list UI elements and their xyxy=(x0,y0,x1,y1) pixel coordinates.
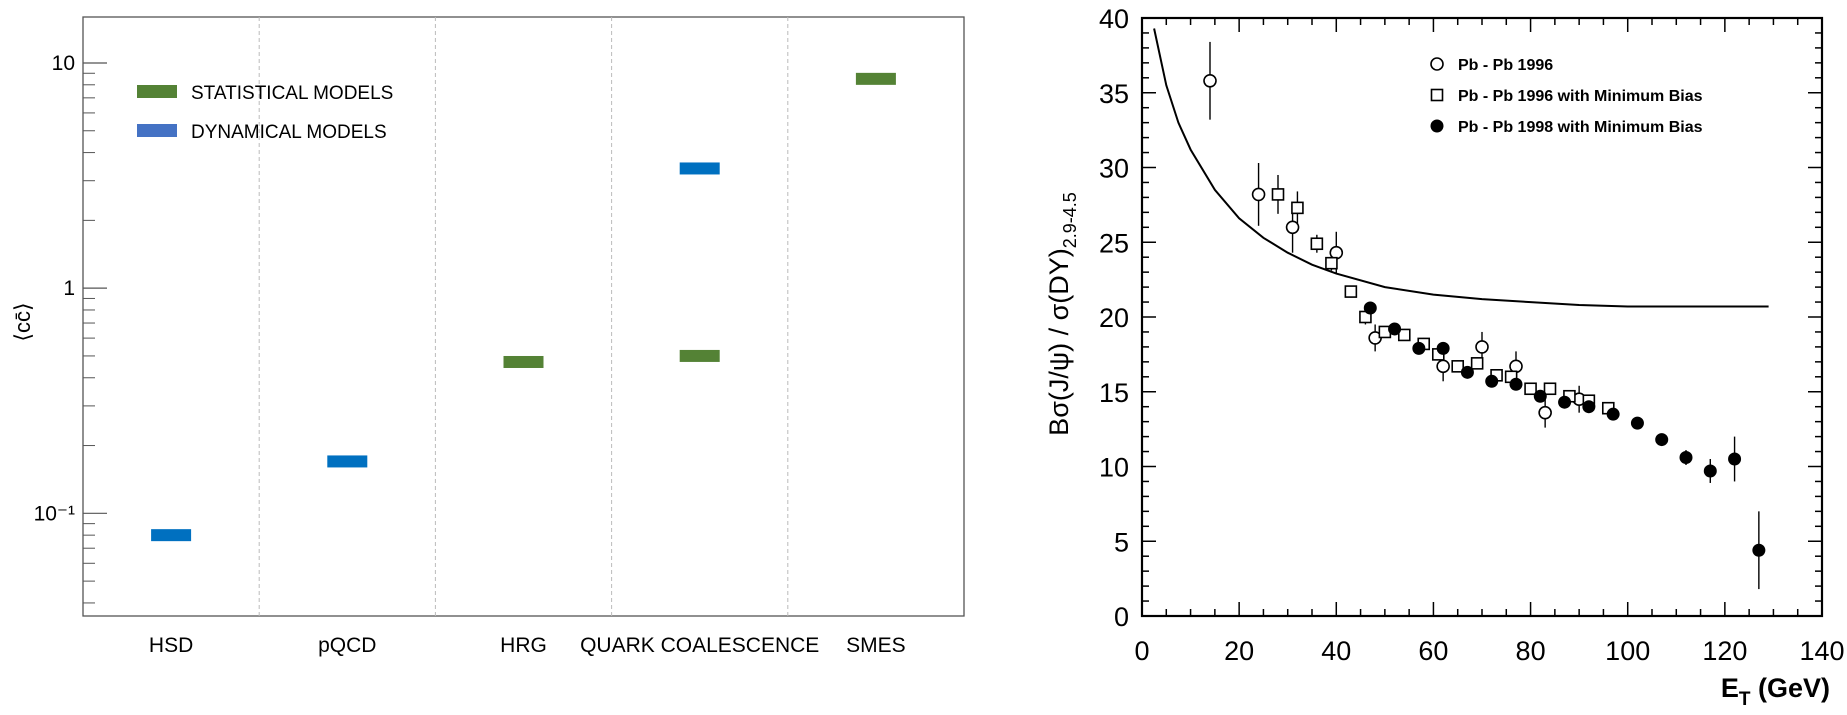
legend-swatch xyxy=(137,85,177,98)
marker-filled-circle xyxy=(1679,451,1693,465)
x-label-main: E xyxy=(1721,673,1739,703)
marker-filled-circle xyxy=(1728,452,1742,466)
marker-open-square xyxy=(1451,360,1465,373)
bar-statistical xyxy=(679,349,720,362)
x-tick-label: 20 xyxy=(1224,636,1254,666)
x-category-label: HRG xyxy=(500,634,547,657)
x-label-subscript: T xyxy=(1739,689,1751,710)
x-tick-label: 60 xyxy=(1418,636,1448,666)
y-tick-label: 25 xyxy=(1099,228,1129,258)
bar-dynamical xyxy=(327,455,368,468)
right-axis-ticks: 0 20 40 60 80 100 120 140 0 5 10 15 20 25 30 35 40 xyxy=(1099,4,1845,666)
marker-filled-circle xyxy=(1430,119,1444,133)
x-category-label: HSD xyxy=(149,634,193,657)
right-x-axis-label: ET (GeV) xyxy=(1721,673,1830,710)
x-label-unit: (GeV) xyxy=(1750,673,1830,703)
y-tick-label: 15 xyxy=(1099,378,1129,408)
left-y-axis: 10⁻¹ 1 10 xyxy=(34,52,107,604)
marker-filled-circle xyxy=(1655,433,1669,447)
legend-label: Pb - Pb 1996 xyxy=(1458,57,1553,74)
marker-open-square xyxy=(1291,201,1304,215)
left-plot-frame xyxy=(82,16,965,617)
marker-open-square xyxy=(1271,188,1285,201)
bar-dynamical xyxy=(679,162,720,175)
marker-open-square xyxy=(1524,382,1537,396)
bar-dynamical xyxy=(151,529,192,542)
y-tick-label: 10 xyxy=(1099,453,1129,483)
marker-open-square xyxy=(1397,328,1411,342)
y-tick-label: 40 xyxy=(1099,4,1129,34)
y-tick-label: 0 xyxy=(1114,602,1129,632)
data-points xyxy=(1203,41,1766,590)
y-tick-label: 35 xyxy=(1099,79,1129,109)
marker-filled-circle xyxy=(1460,365,1474,379)
marker-open-square xyxy=(1344,285,1358,298)
left-y-axis-label: ⟨cc̄⟩ xyxy=(10,302,35,341)
marker-open-circle xyxy=(1538,405,1552,420)
marker-open-circle xyxy=(1203,73,1217,88)
marker-open-circle xyxy=(1436,359,1450,374)
x-tick-label: 0 xyxy=(1134,636,1149,666)
x-tick-label: 140 xyxy=(1799,636,1844,666)
marker-filled-circle xyxy=(1558,395,1572,409)
right-y-axis-label: Bσ(J/ψ) / σ(DY)2.9-4.5 xyxy=(1044,192,1080,436)
left-x-axis-labels: HSD pQCD HRG QUARK COALESCENCE SMES xyxy=(149,634,906,657)
x-tick-label: 80 xyxy=(1516,636,1546,666)
marker-filled-circle xyxy=(1533,389,1547,403)
marker-open-circle xyxy=(1475,340,1489,354)
marker-filled-circle xyxy=(1582,400,1596,414)
y-label-subscript: 2.9-4.5 xyxy=(1060,192,1080,248)
left-legend: STATISTICAL MODELS DYNAMICAL MODELS xyxy=(137,83,393,143)
y-tick-label: 30 xyxy=(1099,154,1129,184)
y-tick-label: 10⁻¹ xyxy=(34,502,75,525)
x-tick-label: 100 xyxy=(1605,636,1650,666)
marker-open-square xyxy=(1310,237,1324,251)
marker-filled-circle xyxy=(1363,301,1377,315)
marker-filled-circle xyxy=(1752,543,1766,557)
bar-statistical xyxy=(855,72,896,85)
marker-filled-circle xyxy=(1388,322,1402,336)
marker-open-square xyxy=(1543,382,1557,396)
x-tick-label: 120 xyxy=(1702,636,1747,666)
x-category-label: QUARK COALESCENCE xyxy=(580,634,819,657)
legend-label: STATISTICAL MODELS xyxy=(191,83,393,104)
marker-filled-circle xyxy=(1412,341,1426,355)
y-tick-label: 20 xyxy=(1099,303,1129,333)
y-tick-label: 1 xyxy=(63,277,75,300)
marker-open-circle xyxy=(1285,220,1300,235)
marker-open-square xyxy=(1430,88,1444,102)
category-separators xyxy=(258,17,789,616)
marker-filled-circle xyxy=(1485,374,1499,388)
marker-open-square xyxy=(1470,357,1484,370)
marker-open-circle xyxy=(1430,57,1444,71)
marker-filled-circle xyxy=(1703,464,1717,478)
right-legend: Pb - Pb 1996 Pb - Pb 1996 with Minimum Bi… xyxy=(1430,57,1703,136)
right-chart-panel: 0 20 40 60 80 100 120 140 0 5 10 15 20 25 30 35 40 Pb - … xyxy=(1044,4,1845,710)
bar-statistical xyxy=(503,355,544,368)
left-bars xyxy=(151,72,896,542)
marker-filled-circle xyxy=(1436,341,1450,355)
legend-swatch xyxy=(137,124,177,137)
marker-open-circle xyxy=(1251,187,1266,202)
marker-open-square xyxy=(1325,256,1338,270)
legend-label: DYNAMICAL MODELS xyxy=(191,122,387,143)
marker-filled-circle xyxy=(1509,377,1523,391)
x-category-label: pQCD xyxy=(318,634,376,657)
y-tick-label: 5 xyxy=(1114,527,1129,557)
marker-filled-circle xyxy=(1606,407,1620,421)
marker-filled-circle xyxy=(1630,416,1644,430)
legend-label: Pb - Pb 1996 with Minimum Bias xyxy=(1458,88,1703,105)
y-tick-label: 10 xyxy=(52,52,75,75)
x-category-label: SMES xyxy=(846,634,906,657)
legend-label: Pb - Pb 1998 with Minimum Bias xyxy=(1458,119,1703,136)
x-tick-label: 40 xyxy=(1321,636,1351,666)
right-plot-frame xyxy=(1140,16,1824,618)
y-label-main: Bσ(J/ψ) / σ(DY) xyxy=(1044,248,1074,436)
